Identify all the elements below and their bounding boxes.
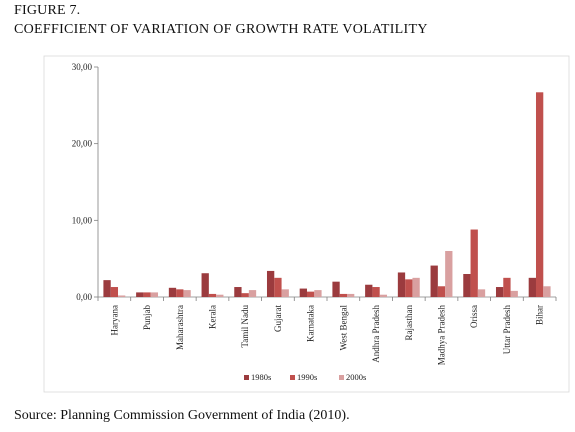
- bar-1990s-haryana: [110, 287, 119, 297]
- bar-1980s-madhya-pradesh: [430, 265, 438, 297]
- x-tick-label: Maharashtra: [175, 305, 185, 350]
- bar-1980s-andhra-pradesh: [365, 284, 373, 297]
- legend-swatch-2000s: [339, 375, 344, 380]
- bar-1990s-west-bengal: [339, 293, 348, 297]
- bar-1990s-maharashtra: [176, 289, 184, 297]
- bar-1980s-tamil-nadu: [234, 287, 242, 297]
- legend-swatch-1980s: [244, 375, 249, 380]
- x-tick-label: Haryana: [109, 305, 119, 335]
- x-tick-label: Karnataka: [306, 305, 316, 342]
- x-tick-label: Bihar: [535, 305, 545, 325]
- x-tick-label: Andhra Pradesh: [371, 305, 381, 363]
- bar-1990s-gujarat: [274, 277, 282, 297]
- y-axis: 0,00 10,00 20,00 30,00: [72, 62, 99, 302]
- bar-2000s-bihar: [543, 286, 551, 297]
- x-tick-label: Punjab: [142, 305, 152, 331]
- bar-2000s-west-bengal: [347, 293, 355, 297]
- legend-label-1980s: 1980s: [251, 372, 271, 382]
- x-tick-label: Orissa: [469, 305, 479, 328]
- legend-label-1990s: 1990s: [297, 372, 317, 382]
- x-tick-label: West Bengal: [338, 305, 348, 351]
- x-tick-label: Madhya Pradesh: [437, 305, 447, 366]
- y-tick-label: 10,00: [72, 215, 93, 225]
- bar-2000s-kerala: [216, 294, 224, 297]
- bar-1980s-haryana: [103, 280, 111, 297]
- bar-2000s-rajasthan: [412, 277, 420, 297]
- bar-1990s-kerala: [208, 293, 217, 297]
- plot-frame: [43, 55, 570, 393]
- bar-1980s-gujarat: [266, 270, 275, 297]
- bar-1990s-rajasthan: [405, 279, 413, 297]
- bar-1990s-madhya-pradesh: [437, 286, 446, 297]
- bar-1980s-orissa: [463, 274, 471, 297]
- bar-2000s-orissa: [477, 289, 486, 297]
- x-tick-label: Kerala: [208, 305, 218, 329]
- x-tick-label: Tamil Nadu: [240, 305, 250, 348]
- bar-2000s-uttar-pradesh: [510, 290, 518, 297]
- bar-1980s-rajasthan: [397, 272, 406, 297]
- bar-2000s-andhra-pradesh: [379, 294, 388, 297]
- legend: 1980s 1990s 2000s: [244, 372, 366, 382]
- bar-1990s-uttar-pradesh: [503, 277, 511, 297]
- bar-1990s-andhra-pradesh: [372, 287, 380, 297]
- source-note: Source: Planning Commission Government o…: [14, 408, 350, 423]
- y-tick-label: 0,00: [76, 292, 92, 302]
- legend-swatch-1990s: [290, 375, 295, 380]
- bar-1990s-orissa: [470, 229, 478, 297]
- bar-1980s-punjab: [136, 292, 144, 297]
- figure-title: COEFFICIENT OF VARIATION OF GROWTH RATE …: [14, 22, 428, 37]
- y-tick-label: 30,00: [72, 62, 93, 72]
- bar-1980s-kerala: [201, 273, 209, 297]
- bar-1990s-punjab: [143, 292, 151, 297]
- bar-2000s-maharashtra: [183, 290, 191, 297]
- x-tick-label: Gujarat: [273, 305, 283, 332]
- y-tick-label: 20,00: [72, 139, 93, 149]
- bar-2000s-madhya-pradesh: [445, 251, 453, 297]
- x-tick-label: Uttar Pradesh: [502, 305, 512, 355]
- bar-1980s-uttar-pradesh: [495, 287, 504, 297]
- bar-1980s-karnataka: [299, 288, 307, 297]
- bar-2000s-tamil-nadu: [248, 290, 257, 297]
- legend-label-2000s: 2000s: [346, 372, 366, 382]
- bar-1990s-karnataka: [306, 291, 315, 297]
- bar-1990s-tamil-nadu: [241, 293, 249, 297]
- chart: 0,00 10,00 20,00 30,00 Haryana Punjab Maharas…: [43, 55, 570, 393]
- bar-2000s-haryana: [118, 295, 126, 297]
- bar-2000s-punjab: [150, 292, 159, 297]
- bar-1990s-bihar: [535, 92, 544, 297]
- figure-label: FIGURE 7.: [14, 3, 81, 18]
- bar-2000s-karnataka: [314, 290, 322, 297]
- x-tick-label: Rajasthan: [404, 305, 414, 341]
- x-axis: Haryana Punjab Maharashtra Kerala Tamil Nadu…: [97, 296, 557, 366]
- bar-2000s-gujarat: [281, 289, 289, 297]
- bar-1980s-west-bengal: [332, 281, 340, 297]
- bar-1980s-maharashtra: [168, 287, 177, 297]
- bar-1980s-bihar: [528, 277, 536, 297]
- bars: [103, 92, 551, 297]
